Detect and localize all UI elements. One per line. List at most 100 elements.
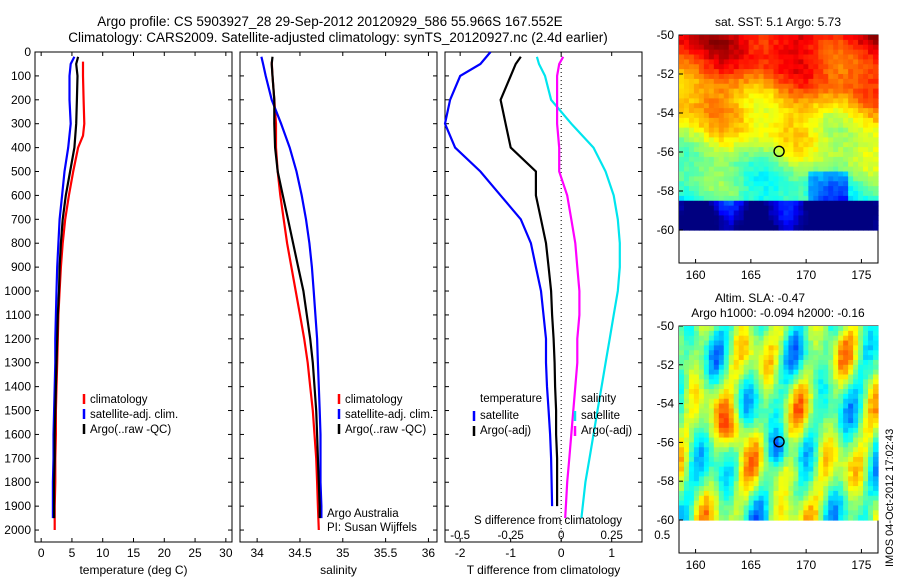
y-tick-label: -52 xyxy=(657,358,675,372)
heatmap-cell xyxy=(718,113,725,119)
heatmap-cell xyxy=(828,78,834,85)
heatmap-cell xyxy=(683,166,690,173)
heatmap-cell xyxy=(703,195,710,202)
heatmap-cell xyxy=(738,505,745,511)
heatmap-cell xyxy=(758,191,765,197)
heatmap-cell xyxy=(768,418,775,424)
heatmap-cell xyxy=(763,205,770,212)
heatmap-cell xyxy=(793,510,799,516)
x-tick-label: 10 xyxy=(96,546,110,560)
heatmap-cell xyxy=(788,69,795,75)
heatmap-cell xyxy=(858,205,864,212)
heatmap-cell xyxy=(843,181,849,187)
heatmap-cell xyxy=(783,389,790,395)
heatmap-cell xyxy=(758,122,765,129)
heatmap-cell xyxy=(723,461,730,468)
heatmap-cell xyxy=(693,78,700,85)
heatmap-cell xyxy=(693,127,700,134)
heatmap-cell xyxy=(808,398,814,405)
heatmap-cell xyxy=(873,389,879,395)
heatmap-cell xyxy=(778,117,785,124)
heatmap-cell xyxy=(703,64,710,70)
heatmap-cell xyxy=(798,456,804,463)
heatmap-cell xyxy=(738,220,745,226)
heatmap-cell xyxy=(803,330,809,337)
heatmap-cell xyxy=(723,486,730,492)
heatmap-cell xyxy=(848,413,854,419)
heatmap-cell xyxy=(753,345,760,351)
heatmap-cell xyxy=(833,432,839,439)
heatmap-cell xyxy=(718,423,725,429)
heatmap-cell xyxy=(848,481,854,487)
heatmap-cell xyxy=(768,389,775,395)
heatmap-cell xyxy=(858,374,864,380)
heatmap-cell xyxy=(683,408,690,414)
heatmap-cell xyxy=(798,510,804,516)
heatmap-cell xyxy=(818,379,824,385)
heatmap-cell xyxy=(783,117,790,124)
heatmap-cell xyxy=(873,500,879,507)
heatmap-cell xyxy=(853,142,859,148)
heatmap-cell xyxy=(813,461,819,468)
heatmap-cell xyxy=(748,35,755,41)
heatmap-cell xyxy=(688,88,695,95)
heatmap-cell xyxy=(868,345,874,351)
heatmap-cell xyxy=(788,54,795,60)
heatmap-cell xyxy=(728,355,735,361)
heatmap-cell xyxy=(773,195,780,202)
heatmap-cell xyxy=(753,505,760,511)
heatmap-cell xyxy=(723,374,730,380)
salinity-tick-label: -0.25 xyxy=(498,530,524,542)
heatmap-cell xyxy=(773,447,780,453)
heatmap-cell xyxy=(848,408,854,414)
heatmap-cell xyxy=(858,117,864,124)
heatmap-cell xyxy=(793,369,799,376)
heatmap-cell xyxy=(758,486,765,492)
heatmap-cell xyxy=(788,345,795,351)
heatmap-cell xyxy=(738,398,745,405)
heatmap-cell xyxy=(833,389,839,395)
heatmap-cell xyxy=(693,39,700,46)
heatmap-cell xyxy=(773,413,780,419)
heatmap-cell xyxy=(768,403,775,410)
heatmap-cell xyxy=(693,379,700,385)
heatmap-cell xyxy=(733,98,740,104)
heatmap-cell xyxy=(843,466,849,473)
heatmap-cell xyxy=(813,69,819,75)
heatmap-cell xyxy=(758,476,765,482)
heatmap-cell xyxy=(783,355,790,361)
heatmap-cell xyxy=(848,205,854,212)
heatmap-cell xyxy=(703,220,710,226)
heatmap-cell xyxy=(778,83,785,90)
heatmap-cell xyxy=(679,181,685,187)
heatmap-cell xyxy=(743,423,750,429)
heatmap-cell xyxy=(768,413,775,419)
heatmap-cell xyxy=(873,427,879,434)
heatmap-cell xyxy=(679,93,685,99)
heatmap-cell xyxy=(718,379,725,385)
heatmap-cell xyxy=(823,452,829,458)
heatmap-cell xyxy=(798,330,804,337)
heatmap-cell xyxy=(853,461,859,468)
heatmap-cell xyxy=(693,210,700,216)
heatmap-cell xyxy=(679,384,685,390)
heatmap-cell xyxy=(868,142,874,148)
heatmap-cell xyxy=(763,103,770,109)
heatmap-cell xyxy=(703,200,710,207)
heatmap-cell xyxy=(873,93,879,99)
heatmap-cell xyxy=(748,408,755,414)
heatmap-cell xyxy=(818,54,824,60)
heatmap-cell xyxy=(783,35,790,41)
heatmap-cell xyxy=(813,350,819,356)
heatmap-cell xyxy=(743,181,750,187)
heatmap-cell xyxy=(843,330,849,337)
heatmap-cell xyxy=(693,74,700,80)
heatmap-cell xyxy=(748,432,755,439)
heatmap-cell xyxy=(833,186,839,192)
heatmap-cell xyxy=(763,74,770,80)
heatmap-cell xyxy=(798,191,804,197)
heatmap-cell xyxy=(818,49,824,56)
heatmap-cell xyxy=(723,83,730,90)
heatmap-cell xyxy=(748,127,755,134)
heatmap-cell xyxy=(713,423,720,429)
